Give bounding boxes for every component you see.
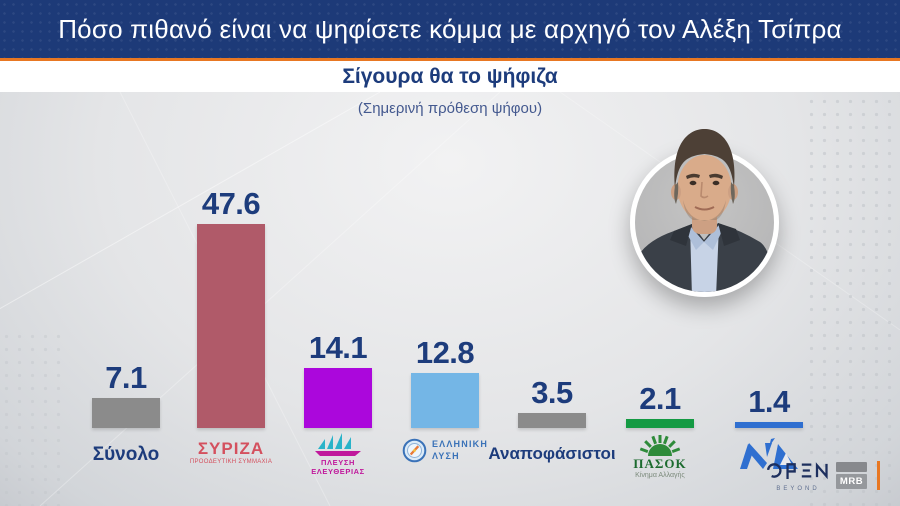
category-label: Σύνολο xyxy=(92,444,160,465)
bar-nd xyxy=(735,422,803,428)
mrb-logo-text: MRB xyxy=(836,474,867,489)
bar-value: 47.6 xyxy=(201,186,261,222)
category-label: Αναποφάσιστοι xyxy=(488,444,616,463)
mrb-logo: MRB xyxy=(836,462,867,489)
pasok-logo-subtext: Κίνημα Αλλαγής xyxy=(635,472,685,479)
bar-value: 1.4 xyxy=(748,384,790,419)
chart-subtitle: Σίγουρα θα το ψήφιζα xyxy=(342,64,558,88)
bar-group-nd: 1.4 xyxy=(716,384,822,469)
bar-plefsi xyxy=(304,367,372,428)
plefsi-logo: ΠΛΕΥΣΗ ΕΛΕΥΘΕΡΙΑΣ xyxy=(255,428,421,477)
syriza-logo: ΣΥΡΙΖΑ ΠΡΟΟΔΕΥΤΙΚΗ ΣΥΜΜΑΧΙΑ xyxy=(148,428,314,465)
pasok-sun-icon xyxy=(639,435,681,456)
bar-value: 3.5 xyxy=(531,375,573,410)
bar-label-synolo: Σύνολο xyxy=(43,428,209,466)
sailboat-icon xyxy=(315,433,361,456)
bar-elliniki-lysi xyxy=(411,373,479,428)
bar-anapofasistoi xyxy=(518,413,586,428)
elliniki-logo-text-1: ΕΛΛΗΝΙΚΗ xyxy=(431,439,489,450)
open-logo-tagline: BEYOND xyxy=(776,486,820,492)
bar-label-anapofasistoi: Αναποφάσιστοι xyxy=(469,428,635,464)
mrb-logo-band xyxy=(836,462,867,472)
nd-logo-icon xyxy=(740,438,798,469)
bar-pasok xyxy=(626,419,694,428)
halftone-dots-left xyxy=(0,330,70,506)
subtitle-strip: Σίγουρα θα το ψήφιζα xyxy=(0,61,900,92)
elliniki-logo-text-2: ΛΥΣΗ xyxy=(431,450,460,461)
bar-value: 2.1 xyxy=(639,381,681,416)
plefsi-logo-text-2: ΕΛΕΥΘΕΡΙΑΣ xyxy=(311,467,365,477)
bar-value: 12.8 xyxy=(415,335,475,371)
bar-group-pasok: 2.1 ΠΑΣΟΚ Κίνημα Αλλαγής xyxy=(607,381,713,479)
bar-value: 7.1 xyxy=(105,359,147,395)
title-banner: Πόσο πιθανό είναι να ψηφίσετε κόμμα με α… xyxy=(0,0,900,58)
pasok-logo-text: ΠΑΣΟΚ xyxy=(633,456,687,471)
elliniki-lysi-logo: ΕΛΛΗΝΙΚΗ ΛΥΣΗ xyxy=(362,428,528,463)
bar-group-plefsi: 14.1 ΠΛΕΥΣΗ ΕΛΕΥΘΕΡΙΑΣ xyxy=(285,329,391,476)
bar-group-anapofasistoi: 3.5 Αναποφάσιστοι xyxy=(488,375,615,463)
nd-logo xyxy=(686,428,852,477)
bar-group-elliniki-lysi: 12.8 ΕΛΛΗΝΙΚΗ ΛΥΣΗ xyxy=(392,335,498,463)
orange-divider xyxy=(0,58,900,61)
syriza-logo-text: ΣΥΡΙΖΑ xyxy=(197,439,265,458)
open-tv-logo: BEYOND xyxy=(763,461,833,492)
orange-edge-mark xyxy=(877,461,880,490)
syriza-logo-subtext: ΠΡΟΟΔΕΥΤΙΚΗ ΣΥΜΜΑΧΙΑ xyxy=(189,459,273,465)
page-title: Πόσο πιθανό είναι να ψηφίσετε κόμμα με α… xyxy=(58,13,842,44)
open-logo-icon xyxy=(766,462,828,480)
bar-group-syriza: 47.6 ΣΥΡΙΖΑ ΠΡΟΟΔΕΥΤΙΚΗ ΣΥΜΜΑΧΙΑ xyxy=(178,186,284,465)
bar-group-synolo: 7.1 Σύνολο xyxy=(73,359,179,465)
pasok-logo: ΠΑΣΟΚ Κίνημα Αλλαγής xyxy=(577,428,743,479)
chart-note: (Σημερινή πρόθεση ψήφου) xyxy=(357,100,543,117)
tsipras-photo-frame xyxy=(630,148,779,297)
compass-icon xyxy=(402,438,427,463)
bar-synolo xyxy=(92,397,160,428)
bar-syriza xyxy=(197,224,265,428)
bar-value: 14.1 xyxy=(308,329,368,365)
plefsi-logo-text-1: ΠΛΕΥΣΗ xyxy=(321,458,355,467)
